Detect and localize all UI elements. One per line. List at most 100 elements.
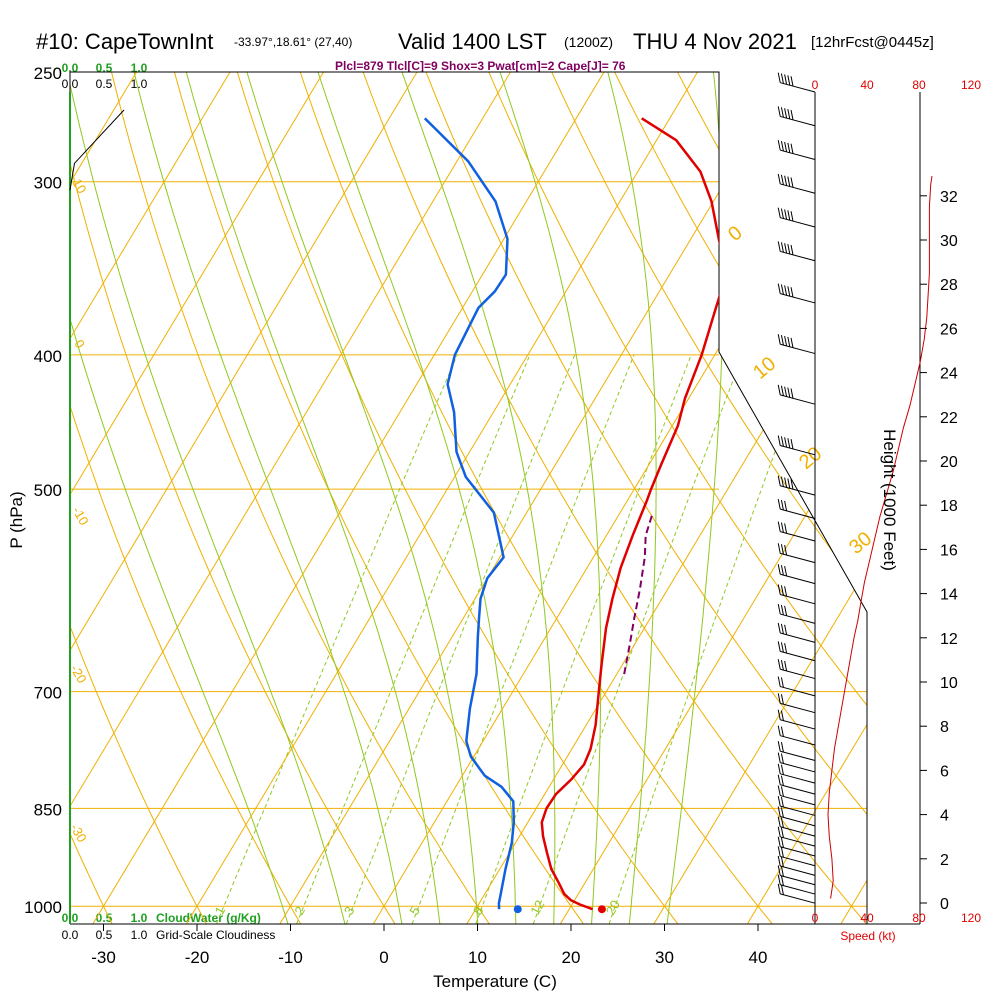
wind-barb-feather-12-2 — [784, 523, 788, 534]
wind-barb-20 — [780, 686, 816, 697]
height-tick-32: 32 — [940, 189, 958, 206]
moist-adiabat-28 — [607, 72, 657, 924]
isotherm--50 — [70, 72, 418, 924]
wind-barb-feather-9-3 — [787, 438, 791, 449]
wind-barb-8 — [780, 394, 816, 405]
wind-barb-feather-28-0 — [777, 785, 781, 796]
wind-barb-feather-5-3 — [787, 244, 791, 255]
height-tick-16: 16 — [940, 542, 958, 559]
wind-barb-feather-15-0 — [777, 584, 781, 595]
wind-barb-7 — [780, 343, 816, 355]
pressure-tick-250: 250 — [34, 64, 62, 83]
wind-barb-3 — [780, 183, 816, 194]
wind-barb-feather-31-1 — [780, 817, 784, 828]
wind-barb-feather-9-1 — [780, 436, 784, 447]
moist-adiabat-32 — [665, 72, 724, 924]
speed-tick-top-120: 120 — [961, 78, 981, 92]
height-tick-2: 2 — [940, 852, 949, 869]
wind-barb-feather-7-0 — [777, 334, 781, 345]
cl-bot-tick-2: 1.0 — [131, 928, 148, 942]
wind-barb-38 — [780, 893, 816, 904]
wind-barb-27 — [780, 784, 816, 795]
wind-barb-feather-18-2 — [784, 643, 788, 654]
wind-barb-feather-37-1 — [780, 875, 784, 886]
wind-barb-1 — [780, 115, 816, 127]
height-tick-10: 10 — [940, 675, 958, 692]
speed-tick-top-40: 40 — [860, 78, 874, 92]
wind-barb-feather-18-0 — [777, 641, 781, 652]
wind-barb-feather-35-1 — [780, 856, 784, 868]
wind-barb-feather-16-0 — [777, 603, 781, 615]
wind-barb-feather-21-1 — [780, 694, 784, 705]
wind-barb-36 — [780, 874, 816, 886]
wind-barb-16 — [780, 613, 816, 624]
dry-adiabat-40 — [291, 72, 782, 924]
mixing-ratio-1 — [216, 354, 458, 924]
chart-title-date: THU 4 Nov 2021 — [633, 29, 797, 54]
height-tick-26: 26 — [940, 321, 958, 338]
dry-adiabat-50 — [353, 72, 867, 924]
left-label-1: 0 — [71, 337, 88, 351]
cl-top-tick-2: 1.0 — [131, 77, 148, 91]
isotherm--20 — [185, 72, 698, 924]
cloud-legend-top: 0.00.51.00.00.51.00.00.51.00.00.51.0Clou… — [62, 61, 276, 942]
x-tick-0: 0 — [379, 948, 388, 967]
height-tick-18: 18 — [940, 498, 958, 515]
wind-barb-35 — [780, 865, 816, 876]
x-tick--10: -10 — [278, 948, 303, 967]
wind-barb-33 — [780, 846, 816, 857]
wind-barb-feather-17-1 — [780, 623, 784, 635]
wind-barb-feather-0-4 — [790, 76, 794, 87]
wind-barb-feather-7-3 — [787, 336, 791, 348]
wind-barb-feather-0-2 — [784, 74, 788, 85]
moist-adiabat-8 — [185, 72, 442, 924]
wind-barb-feather-19-1 — [780, 660, 784, 671]
wind-barb-feather-3-2 — [784, 175, 788, 186]
wind-barb-feather-8-4 — [790, 388, 794, 399]
isotherm-10 — [466, 72, 867, 924]
wind-barb-feather-34-1 — [780, 847, 784, 858]
height-tick-0: 0 — [940, 896, 949, 913]
mixing-ratio-20 — [608, 354, 811, 924]
height-tick-4: 4 — [940, 808, 949, 825]
moist-adiabat-16 — [317, 72, 517, 924]
wind-barb-feather-38-0 — [777, 883, 781, 894]
y-axis-label: P (hPa) — [7, 491, 26, 548]
wind-barb-feather-36-0 — [777, 865, 781, 876]
left-label-2: -10 — [69, 504, 91, 528]
y2-axis-label: Height (1000 Feet) — [880, 429, 899, 571]
wind-barb-feather-16-2 — [784, 605, 788, 616]
wind-barb-feather-25-0 — [777, 752, 781, 763]
isotherm--40 — [70, 72, 511, 924]
pressure-tick-500: 500 — [34, 481, 62, 500]
dry-adiabat-20 — [167, 72, 593, 924]
wind-barb-6 — [780, 293, 816, 304]
wind-barb-feather-17-2 — [784, 624, 788, 635]
wind-barb-feather-4-3 — [787, 210, 791, 221]
wind-barb-10 — [780, 485, 816, 496]
chart-title-zulu: (1200Z) — [564, 34, 613, 50]
x-tick-10: 10 — [468, 948, 487, 967]
wind-barb-19 — [780, 668, 816, 680]
wind-barb-feather-4-2 — [784, 209, 788, 220]
wind-barb-feather-26-0 — [777, 763, 781, 774]
wind-barb-feather-8-0 — [777, 384, 781, 395]
wind-barb-feather-15-2 — [784, 586, 788, 597]
wind-barb-feather-10-1 — [780, 476, 784, 487]
wind-barb-feather-1-3 — [787, 109, 791, 120]
wind-barb-37 — [780, 884, 816, 895]
wind-barb-feather-20-1 — [780, 677, 784, 688]
wind-barb-18 — [780, 650, 816, 662]
wind-barb-feather-1-1 — [780, 107, 784, 118]
wind-barb-feather-6-3 — [787, 286, 791, 297]
wind-barb-11 — [780, 508, 816, 519]
dry-adiabat-70 — [478, 72, 867, 924]
wind-barb-feather-24-0 — [777, 741, 781, 752]
speed-label: Speed (kt) — [840, 929, 895, 943]
dewpoint-line — [423, 117, 516, 910]
cloudiness-profile — [69, 109, 125, 191]
isotherm-20 — [559, 72, 867, 924]
wind-barb-25 — [780, 762, 816, 773]
mixing-label-12: 12 — [527, 897, 547, 917]
wind-barb-feather-10-2 — [784, 477, 788, 488]
